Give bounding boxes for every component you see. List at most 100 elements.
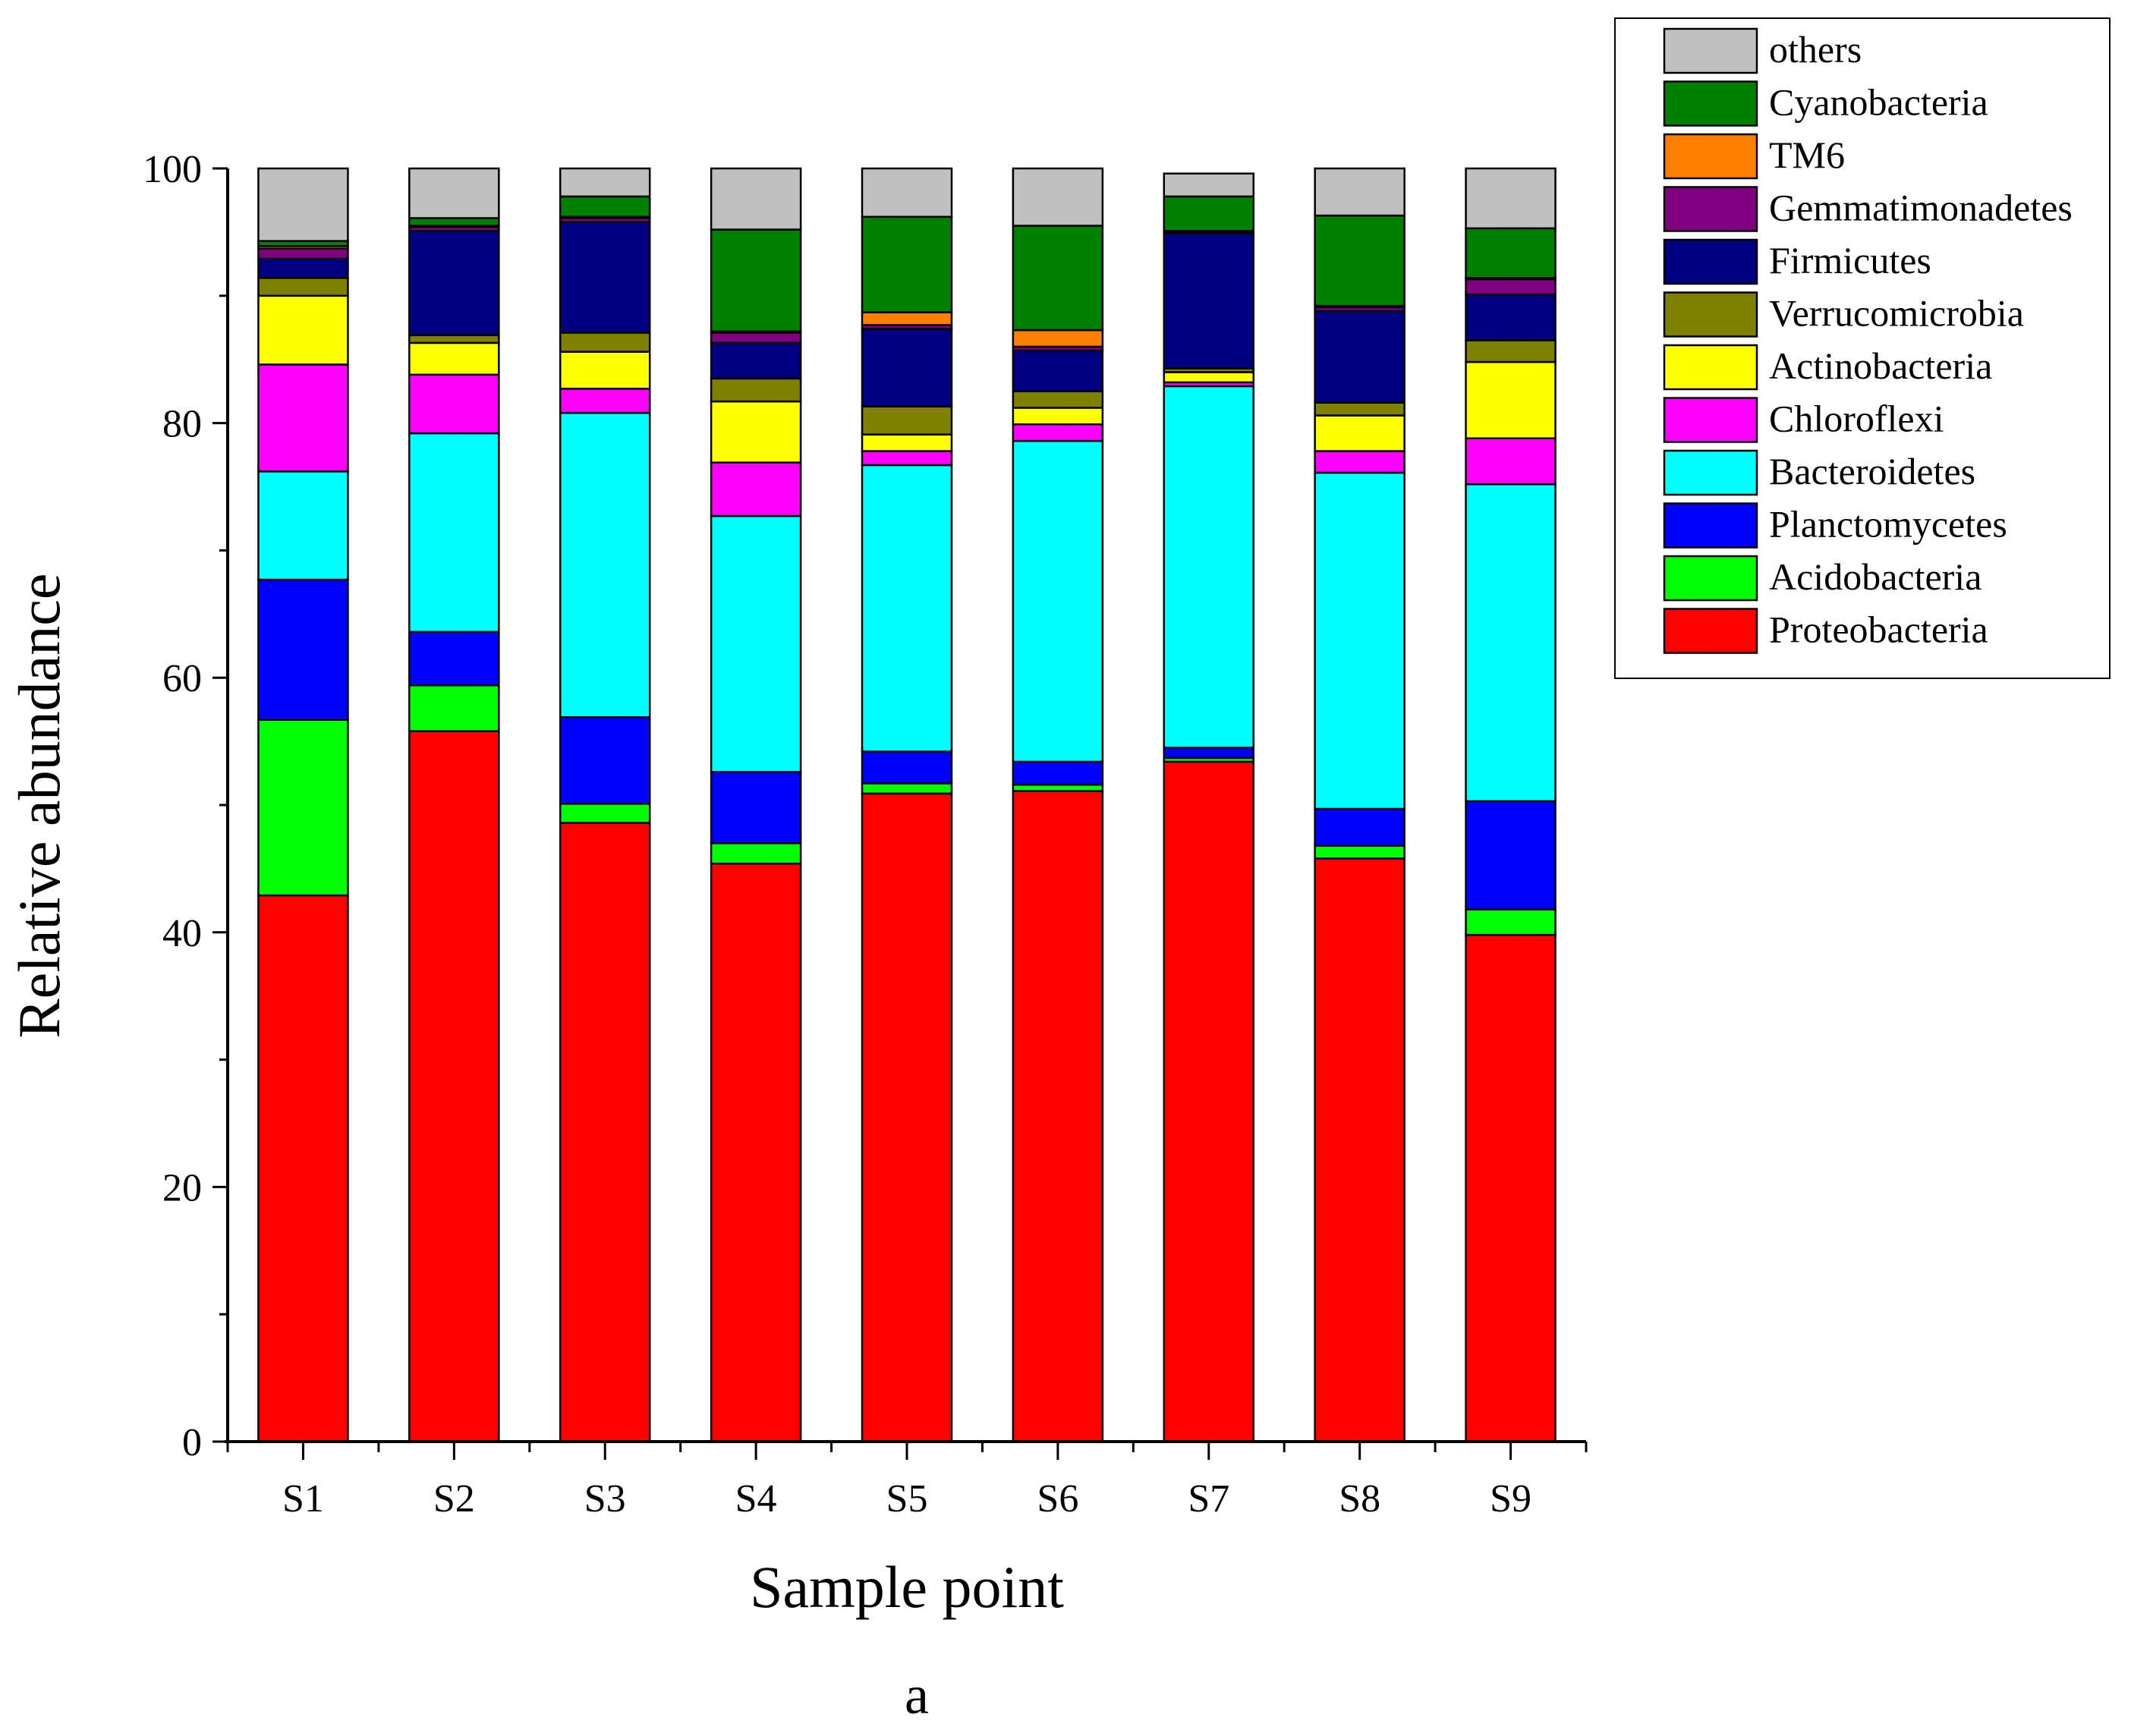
bar-segment-S9-others [1465, 167, 1557, 230]
bar-segment-S8-actinobacteria [1314, 414, 1405, 452]
bar-segment-S7-bacteroidetes [1163, 385, 1255, 749]
bar-segment-S1-chloroflexi [257, 363, 349, 473]
x-axis-title: Sample point [750, 1554, 1064, 1620]
legend-swatch-gemmatimonadetes [1663, 186, 1758, 232]
bar-segment-S4-cyanobacteria [710, 228, 802, 333]
x-tick-label-S6: S6 [1037, 1477, 1078, 1521]
bar-segment-S2-planctomycetes [408, 631, 500, 687]
bar-segment-S2-chloroflexi [408, 373, 500, 435]
bar-segment-S1-acidobacteria [257, 719, 349, 897]
bar-segment-S7-planctomycetes [1163, 747, 1255, 760]
bar-segment-S3-bacteroidetes [559, 411, 651, 719]
bar-segment-S9-proteobacteria [1465, 933, 1557, 1443]
bar-segment-S9-actinobacteria [1465, 360, 1557, 439]
bar-segment-S9-verrucomicrobia [1465, 339, 1557, 363]
legend-label-acidobacteria: Acidobacteria [1769, 555, 1981, 598]
legend-label-gemmatimonadetes: Gemmatimonadetes [1769, 187, 2073, 229]
bar-segment-S1-proteobacteria [257, 894, 349, 1443]
bar-segment-S5-cyanobacteria [861, 215, 953, 313]
bar-segment-S1-verrucomicrobia [257, 277, 349, 297]
legend-label-bacteroidetes: Bacteroidetes [1769, 450, 1975, 492]
bar-segment-S3-chloroflexi [559, 388, 651, 414]
bar-segment-S9-chloroflexi [1465, 437, 1557, 486]
bars-layer [257, 167, 1557, 1443]
bar-segment-S3-verrucomicrobia [559, 332, 651, 353]
legend-swatch-tm6 [1663, 133, 1758, 180]
x-ticks-layer: S1 S2 S3 S4 S5 S6 S7 S8 S9 [226, 1442, 1588, 1521]
bar-segment-S8-verrucomicrobia [1314, 401, 1405, 417]
bar-segment-S4-chloroflexi [710, 461, 802, 517]
x-tick-label-S5: S5 [886, 1477, 928, 1521]
bar-segment-S9-acidobacteria [1465, 908, 1557, 936]
legend-swatch-actinobacteria [1663, 344, 1758, 391]
legend-swatch-others [1663, 27, 1758, 74]
bar-segment-S9-gemmatimonadetes [1465, 278, 1557, 296]
bar-segment-S2-others [408, 167, 500, 219]
legend-swatch-cyanobacteria [1663, 80, 1758, 127]
bar-segment-S6-bacteroidetes [1012, 439, 1104, 763]
bar-segment-S2-verrucomicrobia [408, 334, 500, 344]
bar-segment-S5-others [861, 167, 953, 219]
bar-segment-S1-others [257, 167, 349, 242]
bar-segment-S4-verrucomicrobia [710, 377, 802, 403]
bar-segment-S5-verrucomicrobia [861, 405, 953, 436]
bar-segment-S4-bacteroidetes [710, 514, 802, 773]
bar-segment-S4-others [710, 167, 802, 231]
bar-segment-S6-verrucomicrobia [1012, 390, 1104, 409]
legend-swatch-chloroflexi [1663, 397, 1758, 443]
bar-segment-S7-firmicutes [1163, 232, 1255, 370]
bar-segment-S8-bacteroidetes [1314, 471, 1405, 810]
bar-segment-S6-firmicutes [1012, 349, 1104, 392]
legend-swatch-verrucomicrobia [1663, 291, 1758, 338]
bar-segment-S3-planctomycetes [559, 715, 651, 805]
y-ticks-layer: 0 20 40 60 80 100 [143, 148, 228, 1464]
bar-segment-S9-bacteroidetes [1465, 483, 1557, 803]
bar-segment-S1-actinobacteria [257, 294, 349, 366]
bar-segment-S8-planctomycetes [1314, 807, 1405, 847]
bar-segment-S5-tm6 [861, 311, 953, 326]
bar-segment-S3-others [559, 167, 651, 198]
bar-segment-S4-firmicutes [710, 341, 802, 380]
bar-segment-S7-cyanobacteria [1163, 195, 1255, 232]
x-tick-label-S4: S4 [735, 1477, 777, 1521]
x-tick-label-S9: S9 [1490, 1477, 1531, 1521]
legend-swatch-proteobacteria [1663, 608, 1758, 654]
legend-label-others: others [1769, 28, 1862, 71]
bar-segment-S5-proteobacteria [861, 792, 953, 1443]
bar-segment-S6-proteobacteria [1012, 790, 1104, 1443]
y-tick-label: 20 [162, 1166, 202, 1209]
bar-segment-S8-firmicutes [1314, 310, 1405, 404]
bar-segment-S3-proteobacteria [559, 822, 651, 1443]
legend-label-tm6: TM6 [1769, 134, 1845, 176]
y-tick-label: 100 [143, 148, 202, 191]
legend: others Cyanobacteria TM6 Gemmatimonadetes Fi… [1614, 17, 2111, 679]
legend-swatch-planctomycetes [1663, 502, 1758, 549]
bar-segment-S6-acidobacteria [1012, 783, 1104, 792]
x-tick-label-S7: S7 [1188, 1477, 1229, 1521]
bar-segment-S7-actinobacteria [1163, 371, 1255, 384]
bar-segment-S4-acidobacteria [710, 842, 802, 865]
legend-swatch-firmicutes [1663, 238, 1758, 285]
bar-segment-S2-cyanobacteria [408, 217, 500, 227]
bar-segment-S6-planctomycetes [1012, 760, 1104, 786]
bar-segment-S5-bacteroidetes [861, 464, 953, 753]
legend-label-chloroflexi: Chloroflexi [1769, 398, 1944, 440]
bar-segment-S2-bacteroidetes [408, 432, 500, 634]
bar-segment-S5-firmicutes [861, 328, 953, 408]
bar-segment-S7-proteobacteria [1163, 760, 1255, 1443]
bar-segment-S1-gemmatimonadetes [257, 247, 349, 260]
legend-label-actinobacteria: Actinobacteria [1769, 344, 1992, 387]
bar-segment-S1-planctomycetes [257, 578, 349, 721]
bar-segment-S3-acidobacteria [559, 803, 651, 824]
bar-segment-S5-planctomycetes [861, 750, 953, 785]
bar-segment-S8-others [1314, 167, 1405, 217]
bar-segment-S4-gemmatimonadetes [710, 332, 802, 344]
bar-segment-S2-actinobacteria [408, 341, 500, 376]
legend-label-planctomycetes: Planctomycetes [1769, 503, 2007, 546]
bar-segment-S1-bacteroidetes [257, 470, 349, 581]
bar-segment-S2-proteobacteria [408, 730, 500, 1443]
bar-segment-S9-firmicutes [1465, 293, 1557, 341]
bar-segment-S2-acidobacteria [408, 684, 500, 732]
